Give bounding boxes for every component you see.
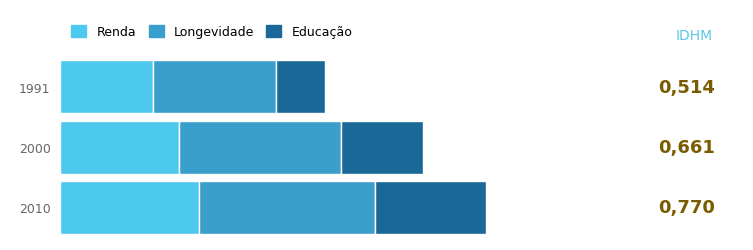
Bar: [276, 61, 325, 114]
Bar: [341, 121, 422, 174]
Bar: [60, 61, 153, 114]
Text: IDHM: IDHM: [676, 29, 713, 43]
Bar: [179, 121, 341, 174]
Bar: [199, 181, 375, 234]
Text: 0,661: 0,661: [658, 138, 715, 156]
Bar: [60, 121, 179, 174]
Text: 0,770: 0,770: [658, 198, 715, 216]
Legend: Renda, Longevidade, Educação: Renda, Longevidade, Educação: [66, 21, 358, 44]
Text: 0,514: 0,514: [658, 78, 715, 96]
Bar: [376, 181, 486, 234]
Bar: [60, 181, 199, 234]
Bar: [153, 61, 276, 114]
